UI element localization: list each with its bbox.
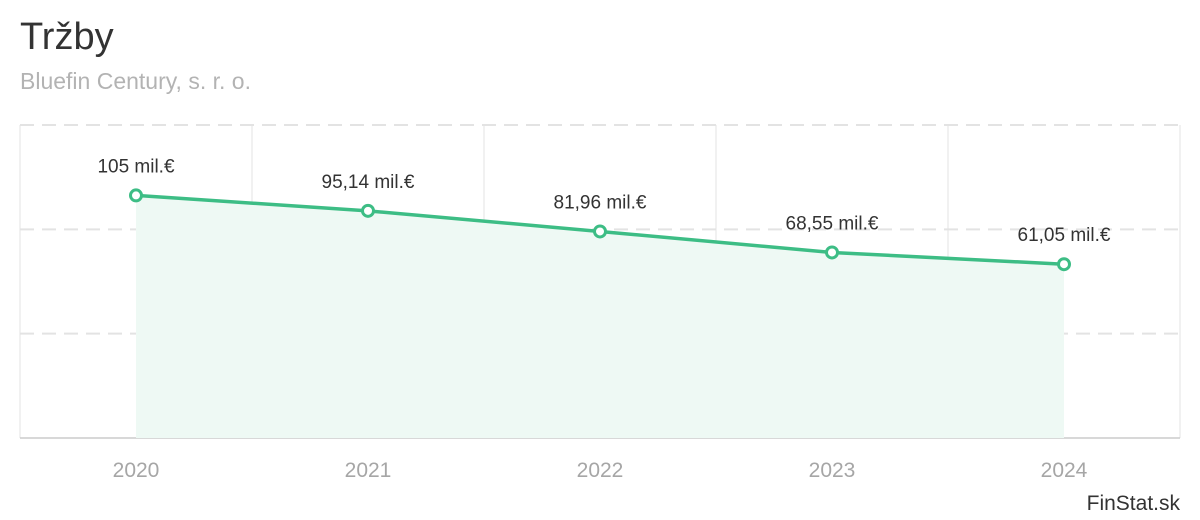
data-point-2021	[361, 203, 375, 218]
data-label-2023: 68,55 mil.€	[786, 213, 879, 234]
x-tick-label-2020: 2020	[113, 459, 160, 482]
data-point-2023	[825, 245, 839, 260]
data-label-2021: 95,14 mil.€	[322, 172, 415, 193]
data-points	[129, 188, 1071, 272]
x-tick-label-2023: 2023	[809, 459, 856, 482]
chart-title: Tržby	[20, 16, 114, 58]
data-label-2020: 105 mil.€	[97, 156, 175, 177]
data-point-2020	[129, 188, 143, 203]
x-tick-label-2021: 2021	[345, 459, 392, 482]
data-label-2024: 61,05 mil.€	[1018, 225, 1111, 246]
x-axis-ticks: 2020 2021 2022 2023 2024	[113, 459, 1088, 482]
data-point-2022	[593, 224, 607, 239]
chart-subtitle: Bluefin Century, s. r. o.	[20, 68, 251, 94]
data-labels: 105 mil.€ 95,14 mil.€ 81,96 mil.€ 68,55 mil…	[97, 156, 1110, 246]
source-credit[interactable]: FinStat.sk	[1086, 492, 1180, 515]
x-tick-label-2022: 2022	[577, 459, 624, 482]
data-point-2024	[1057, 257, 1071, 272]
x-tick-label-2024: 2024	[1041, 459, 1088, 482]
data-label-2022: 81,96 mil.€	[554, 192, 647, 213]
